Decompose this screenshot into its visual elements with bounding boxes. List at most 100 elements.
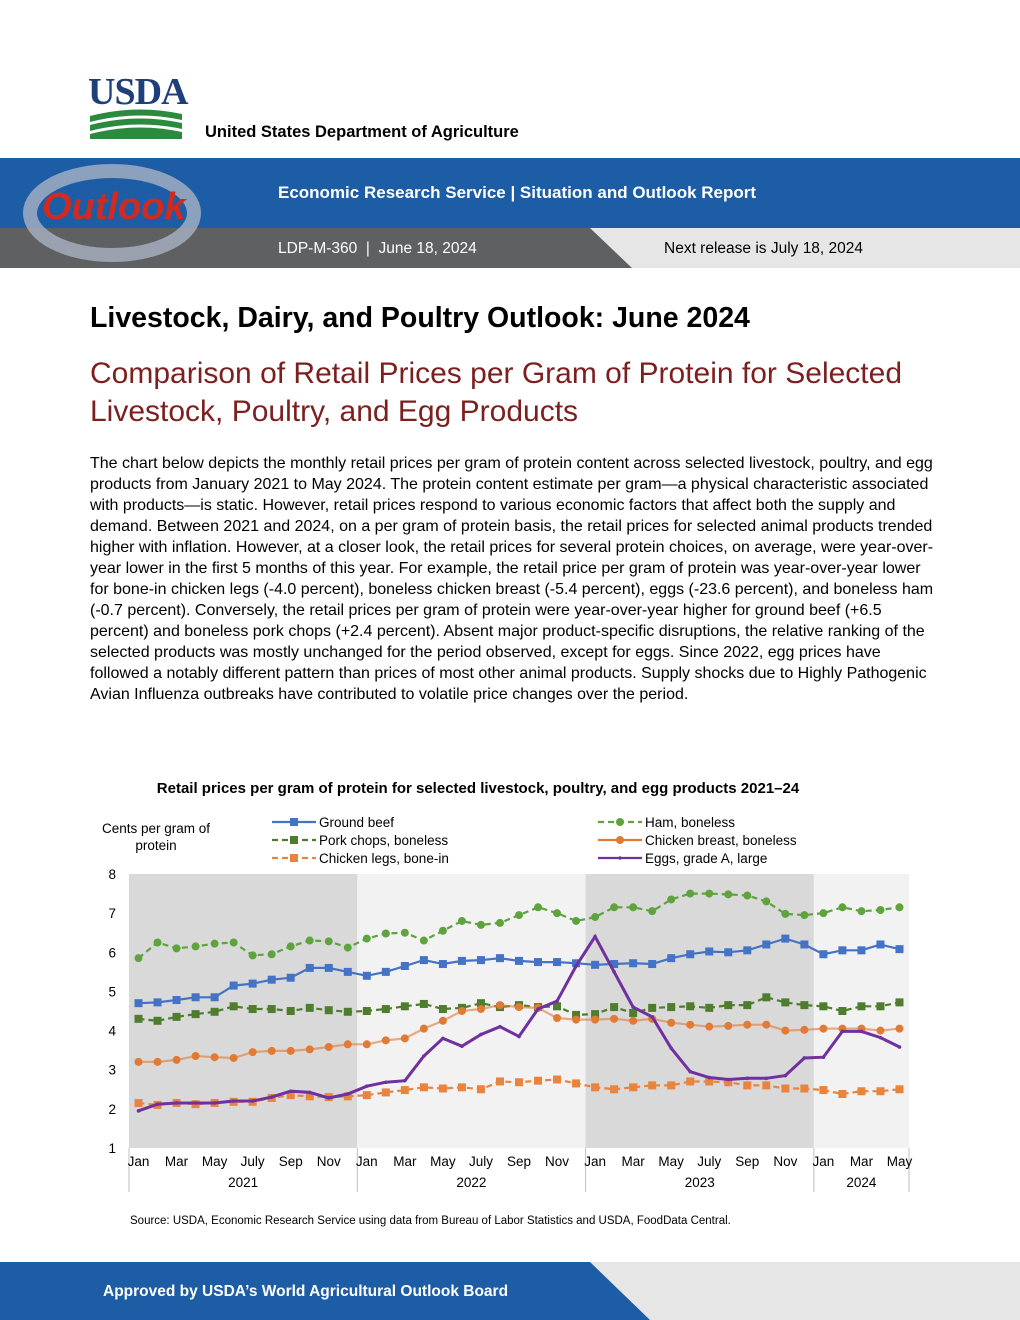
point: [616, 818, 624, 826]
point: [838, 946, 847, 955]
point: [476, 999, 485, 1008]
point: [895, 1085, 904, 1094]
plot-band: [129, 874, 358, 1148]
point: [553, 1014, 562, 1023]
point: [343, 1092, 352, 1101]
point: [876, 906, 885, 915]
point: [743, 1001, 752, 1010]
subtitle: Comparison of Retail Prices per Gram of …: [90, 357, 903, 428]
point: [229, 1053, 238, 1062]
x-group-label: 2021: [228, 1175, 258, 1190]
point: [781, 909, 790, 918]
point: [153, 938, 162, 947]
point: [422, 1054, 426, 1058]
x-group-label: 2024: [846, 1175, 877, 1190]
x-tick-label: Mar: [165, 1154, 189, 1169]
point: [362, 1040, 371, 1049]
point: [895, 1024, 904, 1033]
point: [343, 1007, 352, 1016]
point: [134, 999, 143, 1008]
point: [612, 970, 616, 974]
point: [705, 889, 714, 898]
point: [381, 1088, 390, 1097]
point: [574, 964, 578, 968]
point: [134, 1098, 143, 1107]
point: [591, 960, 600, 969]
point: [384, 1080, 388, 1085]
y-tick-label: 1: [108, 1141, 116, 1156]
point: [290, 818, 298, 826]
point: [876, 1026, 885, 1035]
point: [457, 1007, 466, 1015]
point: [343, 967, 352, 976]
point: [667, 1081, 676, 1090]
y-tick-label: 6: [108, 945, 116, 960]
x-tick-label: Jan: [128, 1154, 150, 1169]
point: [345, 1092, 350, 1096]
point: [800, 1084, 809, 1093]
x-tick-label: Sep: [735, 1154, 759, 1169]
x-tick-label: Jan: [812, 1154, 834, 1169]
x-tick-label: Mar: [622, 1154, 646, 1169]
point: [534, 958, 543, 967]
point: [821, 1055, 826, 1059]
point: [172, 944, 181, 953]
point: [517, 1034, 521, 1039]
point: [155, 1102, 160, 1106]
point: [610, 1085, 619, 1094]
point: [229, 1002, 238, 1011]
point: [819, 1086, 828, 1095]
point: [290, 854, 298, 862]
point: [819, 909, 828, 918]
department-name: United States Department of Agriculture: [205, 123, 519, 141]
point: [403, 1078, 407, 1083]
point: [895, 945, 904, 954]
point: [324, 1006, 333, 1015]
point: [857, 1087, 866, 1096]
point: [667, 895, 676, 904]
outlook-logo: Outlook: [42, 186, 186, 228]
point: [536, 1007, 540, 1011]
point: [648, 1003, 657, 1012]
point: [610, 903, 619, 912]
point: [324, 937, 333, 946]
x-tick-label: Mar: [393, 1154, 417, 1169]
point: [876, 1002, 885, 1011]
footer-text: Approved by USDA’s World Agricultural Ou…: [103, 1283, 509, 1300]
point: [476, 1085, 485, 1094]
point: [618, 856, 622, 860]
x-tick-label: Mar: [850, 1154, 874, 1169]
point: [290, 836, 298, 844]
point: [724, 1001, 733, 1010]
point: [134, 954, 143, 963]
point: [495, 1077, 504, 1086]
x-tick-label: July: [241, 1154, 265, 1169]
point: [381, 929, 390, 938]
point: [457, 956, 466, 965]
point: [460, 1044, 464, 1049]
point: [210, 939, 219, 948]
point: [781, 998, 790, 1007]
legend-label: Eggs, grade A, large: [645, 851, 767, 866]
y-tick-label: 3: [108, 1063, 116, 1078]
point: [762, 993, 771, 1002]
point: [324, 963, 333, 972]
point: [400, 1002, 409, 1011]
point: [724, 1021, 733, 1030]
point: [495, 918, 504, 927]
point: [762, 897, 771, 906]
point: [362, 1091, 371, 1100]
point: [572, 916, 581, 925]
point: [743, 946, 752, 955]
point: [572, 959, 581, 968]
point: [553, 909, 562, 918]
point: [172, 1055, 181, 1064]
point: [819, 1002, 828, 1011]
point: [210, 993, 219, 1002]
point: [457, 1083, 466, 1092]
x-tick-label: Nov: [773, 1154, 797, 1169]
chart: Retail prices per gram of protein for se…: [102, 780, 912, 1192]
point: [781, 1084, 790, 1093]
point: [476, 956, 485, 965]
point: [667, 954, 676, 963]
